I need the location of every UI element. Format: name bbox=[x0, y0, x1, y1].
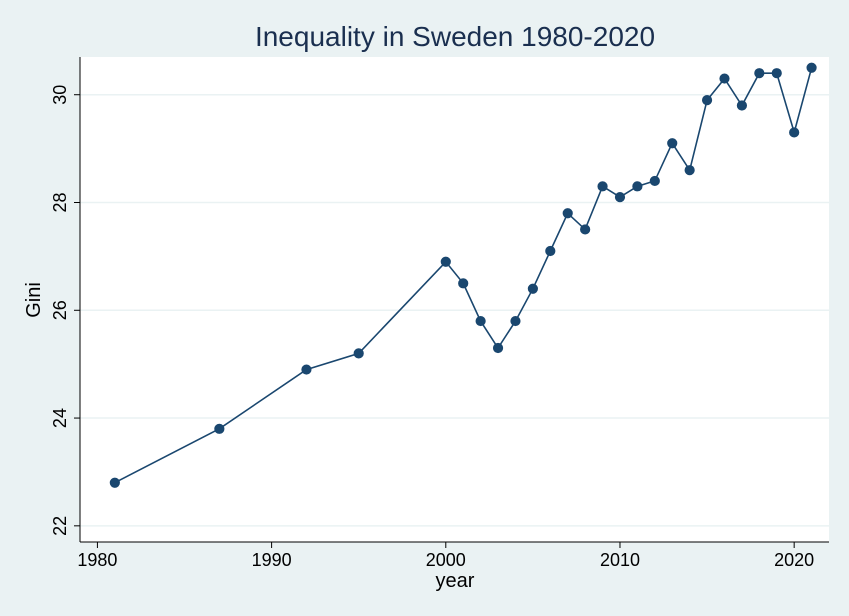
axes: 1980 1990 2000 2010 2020 22 24 26 28 30 bbox=[50, 57, 829, 570]
data-point bbox=[806, 62, 817, 73]
data-point bbox=[510, 315, 521, 327]
data-point bbox=[440, 256, 451, 267]
x-tick-label: 2020 bbox=[774, 550, 814, 570]
plot-area bbox=[80, 57, 829, 542]
data-point bbox=[649, 175, 660, 187]
data-point bbox=[580, 224, 591, 235]
y-tick-label: 22 bbox=[50, 516, 70, 536]
data-point bbox=[789, 127, 800, 138]
data-point bbox=[562, 208, 573, 219]
data-point bbox=[719, 73, 730, 84]
data-point bbox=[301, 364, 312, 375]
data-point bbox=[754, 68, 765, 79]
data-point bbox=[771, 68, 782, 79]
data-point bbox=[353, 348, 364, 359]
data-point bbox=[458, 278, 469, 289]
data-point bbox=[632, 181, 643, 192]
data-point bbox=[701, 95, 713, 106]
data-point bbox=[545, 245, 556, 257]
chart-title: Inequality in Sweden 1980-2020 bbox=[255, 21, 655, 52]
data-point bbox=[214, 423, 225, 434]
x-axis-label: year bbox=[436, 570, 475, 592]
data-point bbox=[527, 283, 538, 294]
data-point bbox=[492, 342, 504, 354]
data-point bbox=[684, 165, 695, 176]
data-point bbox=[614, 192, 626, 203]
x-tick-label: 1990 bbox=[252, 550, 292, 570]
data-point bbox=[736, 100, 748, 111]
y-tick-label: 24 bbox=[50, 408, 70, 428]
series-layer bbox=[109, 62, 817, 488]
data-point bbox=[475, 315, 486, 327]
y-axis-label: Gini bbox=[23, 282, 45, 318]
data-point bbox=[597, 181, 608, 192]
data-point bbox=[667, 138, 678, 149]
y-tick-label: 26 bbox=[50, 300, 70, 320]
x-tick-label: 2000 bbox=[426, 550, 466, 570]
y-tick-label: 30 bbox=[50, 85, 70, 105]
x-tick-label: 1980 bbox=[77, 550, 117, 570]
y-tick-label: 28 bbox=[50, 192, 70, 212]
x-tick-label: 2010 bbox=[600, 550, 640, 570]
data-point bbox=[109, 477, 120, 488]
grid-lines bbox=[80, 93, 829, 527]
